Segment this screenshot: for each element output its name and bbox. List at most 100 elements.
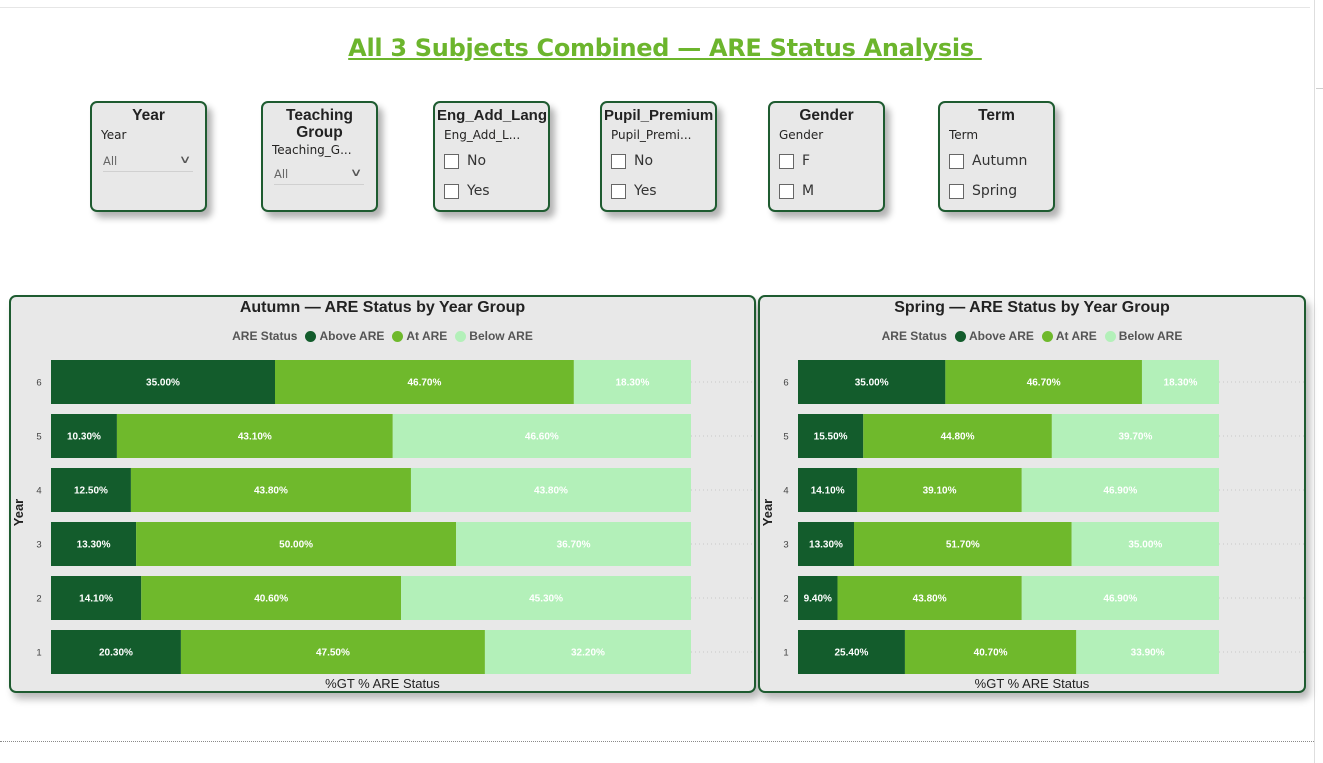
legend-title: ARE Status [881,329,947,343]
data-label: 15.50% [814,432,848,443]
bar-segment-at-are[interactable] [853,522,1072,566]
bar-segment-at-are[interactable] [130,468,411,512]
legend-entry-above[interactable]: Above ARE [305,329,384,343]
slicer-option[interactable]: Yes [611,180,715,202]
slicer-pupil-premium[interactable]: Pupil_Premium Pupil_Premi... No Yes [600,101,717,212]
checkbox[interactable] [779,153,794,169]
bar-segment-above-are[interactable] [51,414,117,458]
checkbox[interactable] [949,183,964,199]
checkbox[interactable] [779,183,794,199]
bar-segment-above-are[interactable] [51,360,275,404]
slicer-option[interactable]: Yes [444,180,548,202]
bar-segment-below-are[interactable] [1051,414,1219,458]
slicer-term[interactable]: Term Term Autumn Spring [938,101,1055,212]
top-border [0,0,1310,8]
bar-segment-below-are[interactable] [410,468,691,512]
bar-segment-below-are[interactable] [1071,522,1219,566]
legend-label: At ARE [1055,329,1097,343]
slicer-teaching-group[interactable]: Teaching Group Teaching_G... All ∨ [261,101,378,212]
slicer-header: Teaching Group [286,107,353,141]
dropdown-value: All [274,167,289,181]
bar-segment-above-are[interactable] [798,360,946,404]
legend-entry-at[interactable]: At ARE [1041,329,1097,343]
chart-legend: ARE Status Above ARE At ARE Below ARE [760,329,1304,343]
data-label: 39.10% [923,486,957,497]
bar-segment-at-are[interactable] [904,630,1077,674]
slicer-option[interactable]: Spring [949,180,1053,202]
checkbox[interactable] [611,183,626,199]
y-tick-label: 1 [36,648,41,659]
slicer-year[interactable]: Year Year All ∨ [90,101,207,212]
data-label: 36.70% [557,540,591,551]
bar-segment-above-are[interactable] [51,630,181,674]
checkbox[interactable] [949,153,964,169]
slicer-eng-add-lang[interactable]: Eng_Add_Lang Eng_Add_L... No Yes [433,101,550,212]
y-tick-label: 3 [36,540,41,551]
legend-label: Above ARE [968,329,1034,343]
checkbox[interactable] [444,153,459,169]
data-label: 40.60% [254,594,288,605]
bar-segment-below-are[interactable] [401,576,691,620]
slicer-year-dropdown[interactable]: All ∨ [103,153,193,172]
bar-segment-above-are[interactable] [798,576,838,620]
bar-segment-below-are[interactable] [456,522,691,566]
data-label: 51.70% [946,540,980,551]
legend-entry-at[interactable]: At ARE [392,329,447,343]
bar-segment-below-are[interactable] [1021,468,1219,512]
bar-segment-at-are[interactable] [180,630,485,674]
legend-entry-above[interactable]: Above ARE [954,329,1034,343]
data-label: 39.70% [1118,432,1152,443]
data-label: 35.00% [146,378,180,389]
y-tick-label: 4 [36,486,41,497]
data-label: 40.70% [974,648,1008,659]
checkbox[interactable] [611,153,626,169]
slicer-header: Pupil_Premium [604,107,714,124]
bar-segment-above-are[interactable] [798,414,864,458]
slicer-header: Year [132,107,165,124]
bar-segment-at-are[interactable] [141,576,402,620]
slicer-option[interactable]: No [444,150,548,172]
chevron-down-icon[interactable]: ∨ [349,166,363,179]
chevron-down-icon[interactable]: ∨ [178,153,192,166]
bar-segment-below-are[interactable] [484,630,691,674]
option-label: Yes [467,183,490,199]
legend-entry-below[interactable]: Below ARE [455,329,533,343]
y-tick-label: 4 [783,486,788,497]
slicer-gender[interactable]: Gender Gender F M [768,101,885,212]
checkbox[interactable] [444,183,459,199]
bar-segment-below-are[interactable] [1076,630,1219,674]
slicer-option[interactable]: M [779,180,883,202]
bar-segment-below-are[interactable] [392,414,691,458]
bar-segment-above-are[interactable] [51,468,131,512]
bar-segment-at-are[interactable] [863,414,1052,458]
bar-segment-at-are[interactable] [945,360,1142,404]
bar-segment-at-are[interactable] [857,468,1022,512]
slicer-teaching-group-dropdown[interactable]: All ∨ [274,166,364,185]
legend-dot-above [954,330,966,342]
right-tick [1316,88,1323,89]
bar-segment-below-are[interactable] [1141,360,1219,404]
legend-entry-below[interactable]: Below ARE [1104,329,1182,343]
bar-segment-above-are[interactable] [798,630,905,674]
bar-segment-above-are[interactable] [51,522,137,566]
bar-segment-above-are[interactable] [798,468,858,512]
slicer-option[interactable]: Autumn [949,150,1053,172]
bar-segment-above-are[interactable] [798,522,854,566]
bar-segment-below-are[interactable] [1021,576,1219,620]
y-tick-label: 6 [36,378,41,389]
data-label: 14.10% [79,594,113,605]
bar-segment-above-are[interactable] [51,576,142,620]
bar-segment-at-are[interactable] [116,414,393,458]
bar-segment-below-are[interactable] [573,360,691,404]
bar-segment-at-are[interactable] [136,522,457,566]
chart-panel-spring[interactable]: Spring — ARE Status by Year Group ARE St… [758,295,1306,693]
slicer-option[interactable]: F [779,150,883,172]
bar-segment-at-are[interactable] [837,576,1022,620]
legend-dot-below [455,330,467,342]
slicer-field-label: Term [949,128,979,142]
chart-panel-autumn[interactable]: Autumn — ARE Status by Year Group ARE St… [9,295,756,693]
bar-segment-at-are[interactable] [275,360,574,404]
slicer-option[interactable]: No [611,150,715,172]
option-label: M [802,183,815,199]
slicer-field-label: Eng_Add_L... [444,128,521,142]
